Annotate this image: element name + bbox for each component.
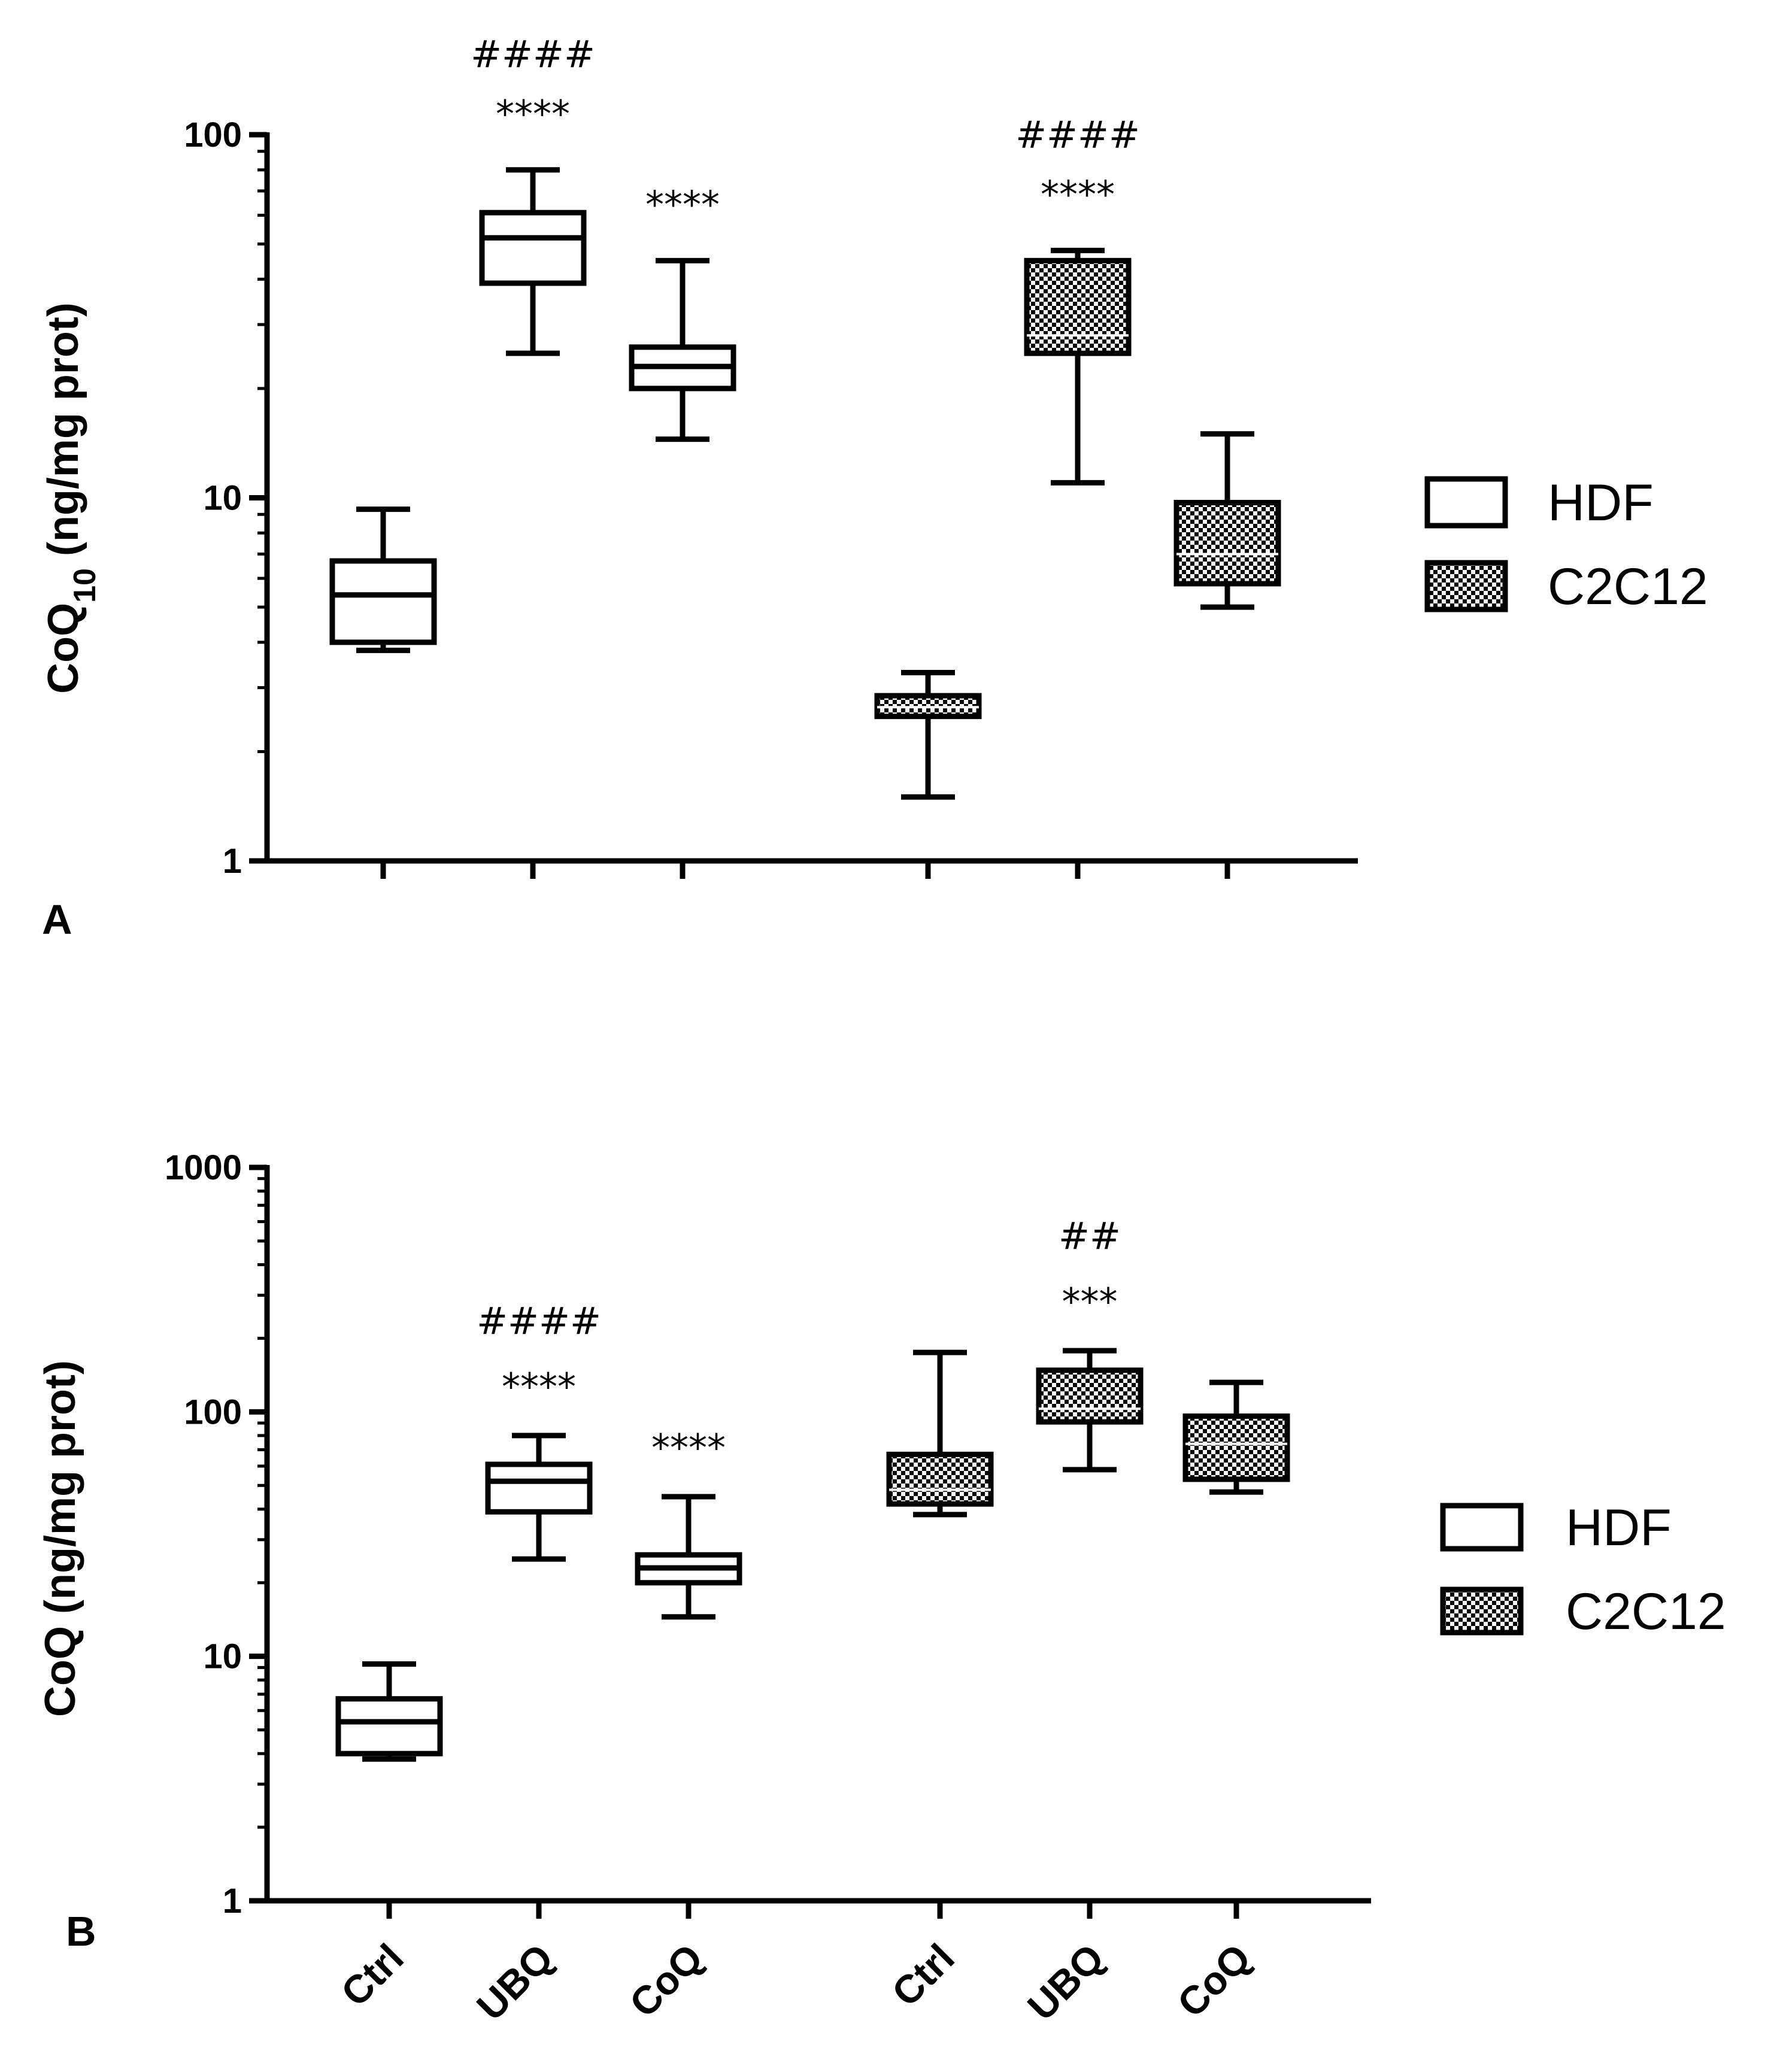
y-tick-label: 100 xyxy=(184,1393,242,1431)
significance-marker: **** xyxy=(651,1426,726,1470)
box-plot: **** xyxy=(635,1426,742,1620)
significance-marker: *** xyxy=(1062,1280,1118,1324)
legend-label: C2C12 xyxy=(1548,558,1708,615)
box-plot xyxy=(1182,1379,1290,1495)
legend-label: HDF xyxy=(1566,1499,1672,1557)
y-tick-label: 1 xyxy=(223,1882,242,1921)
legend-swatch xyxy=(1424,476,1508,529)
box-iqr xyxy=(329,558,437,645)
significance-marker: **** xyxy=(1041,172,1115,216)
significance-marker: #### xyxy=(1015,113,1140,156)
significance-marker: **** xyxy=(496,92,570,136)
box-plot xyxy=(329,506,437,653)
significance-marker: #### xyxy=(471,32,595,76)
box-plot: ## *** xyxy=(1036,1214,1144,1473)
x-category-label: UBQ xyxy=(1019,1936,1112,2029)
box-plot xyxy=(874,670,982,800)
legend-swatch xyxy=(1424,560,1508,612)
box-iqr xyxy=(1024,257,1132,356)
box-plot: **** xyxy=(629,183,736,442)
x-category-label: CoQ xyxy=(621,1936,711,2026)
y-tick-label: 1 xyxy=(223,842,242,881)
y-tick-label: 10 xyxy=(203,1637,242,1676)
box-plot: #### **** xyxy=(471,32,595,356)
box-plot xyxy=(1173,431,1281,610)
box-iqr xyxy=(1182,1413,1290,1482)
x-category-label: Ctrl xyxy=(332,1936,412,2015)
box-plot: #### **** xyxy=(477,1299,601,1562)
x-category-label: Ctrl xyxy=(883,1936,963,2015)
x-category-label: UBQ xyxy=(468,1936,562,2029)
y-axis-label: CoQ (ng/mg prot) xyxy=(37,1360,84,1717)
significance-marker: ## xyxy=(1059,1214,1121,1258)
box-iqr xyxy=(1173,500,1281,587)
legend-swatch xyxy=(1440,1503,1524,1552)
significance-marker: **** xyxy=(645,183,720,226)
legend-label: C2C12 xyxy=(1566,1583,1726,1640)
legend-swatch xyxy=(1440,1586,1524,1636)
box-plot xyxy=(335,1661,443,1762)
box-iqr xyxy=(886,1451,994,1507)
y-tick-label: 100 xyxy=(184,116,242,154)
box-iqr xyxy=(485,1461,593,1515)
box-plot xyxy=(886,1349,994,1518)
box-plot: #### **** xyxy=(1015,113,1140,486)
x-category-label: CoQ xyxy=(1169,1936,1259,2026)
panel-label: B xyxy=(66,1908,96,1955)
box-iqr xyxy=(479,210,587,286)
box-iqr xyxy=(335,1696,443,1757)
y-tick-label: 1000 xyxy=(165,1148,242,1187)
significance-marker: **** xyxy=(502,1365,576,1409)
legend-label: HDF xyxy=(1548,474,1654,532)
significance-marker: #### xyxy=(477,1299,601,1343)
box-iqr xyxy=(1036,1367,1144,1425)
y-axis-label: CoQ10 (ng/mg prot) xyxy=(40,302,102,694)
panel-label: A xyxy=(42,896,72,943)
y-tick-label: 10 xyxy=(203,479,242,518)
